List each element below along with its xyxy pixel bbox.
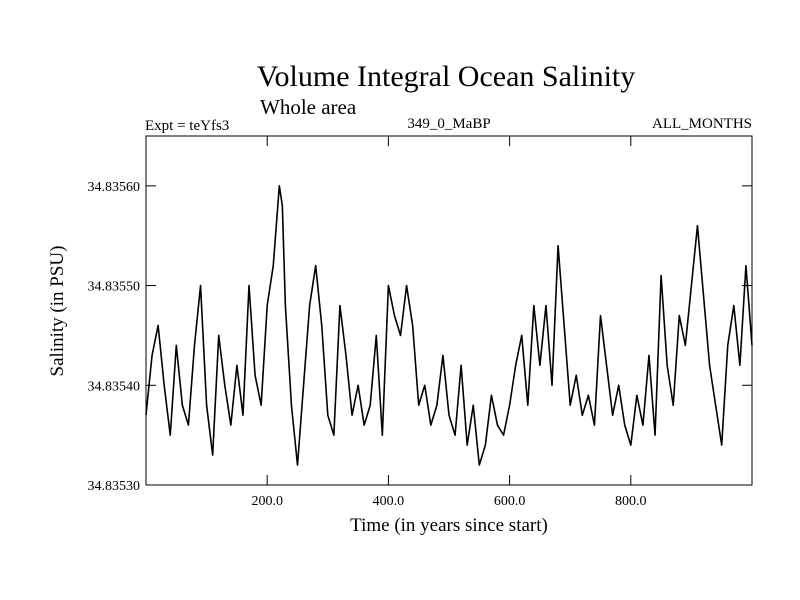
period-label: 349_0_MaBP (407, 116, 490, 132)
y-tick-label: 34.83530 (88, 479, 141, 494)
x-tick-label: 400.0 (373, 494, 405, 509)
experiment-label: Expt = teYfs3 (145, 118, 229, 134)
y-tick-label: 34.83550 (88, 280, 141, 295)
months-label: ALL_MONTHS (652, 116, 752, 132)
y-tick-label: 34.83540 (88, 379, 141, 394)
chart-subtitle: Whole area (260, 95, 357, 119)
plot-frame (145, 135, 753, 486)
x-tick-label: 200.0 (251, 494, 283, 509)
x-tick-label: 600.0 (494, 494, 526, 509)
x-axis-label: Time (in years since start) (350, 515, 548, 536)
x-tick-label: 800.0 (615, 494, 647, 509)
salinity-series-line (145, 185, 753, 466)
y-axis-label: Salinity (in PSU) (47, 246, 68, 377)
chart-title: Volume Integral Ocean Salinity (257, 60, 636, 93)
y-tick-label: 34.83560 (88, 180, 141, 195)
x-axis: 200.0 400.0 600.0 800.0 (251, 136, 647, 509)
y-axis: 34.83530 34.83540 34.83550 34.83560 (88, 180, 752, 494)
